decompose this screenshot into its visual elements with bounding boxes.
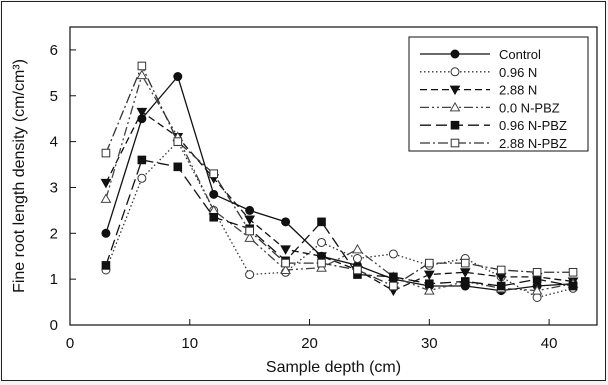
data-point	[423, 285, 435, 295]
data-point	[245, 270, 255, 280]
series-control	[101, 72, 578, 296]
legend-label: Control	[499, 47, 541, 62]
data-point	[281, 217, 291, 227]
y-tick-label: 3	[50, 179, 58, 196]
data-point	[532, 267, 542, 277]
data-point	[209, 169, 219, 179]
data-point	[136, 69, 148, 80]
y-tick-label: 4	[50, 134, 58, 151]
series-line	[105, 64, 574, 287]
series-line	[105, 73, 574, 292]
legend-marker	[450, 67, 460, 77]
axes: 0 10 20 30 40 0 1 2 3 4 5 6	[50, 42, 558, 352]
data-point	[173, 137, 183, 146]
data-point	[532, 292, 542, 302]
x-tick-label: 20	[301, 335, 318, 352]
data-point	[244, 232, 256, 242]
data-point	[137, 155, 147, 165]
data-point	[531, 285, 543, 295]
legend-label: 0.96 N	[499, 65, 537, 80]
x-tick-label: 0	[66, 335, 74, 352]
data-point	[101, 148, 111, 158]
legend: Control 0.96 N 2.88 N 0.0 N-PBZ 0.96 N-PBZ 2.…	[408, 36, 589, 152]
series-layer	[100, 61, 579, 302]
legend-label: 0.96 N-PBZ	[499, 118, 567, 133]
data-point	[244, 215, 256, 226]
legend-entry: Control	[420, 47, 541, 62]
y-tick-label: 6	[50, 42, 58, 59]
series-line	[105, 110, 574, 292]
data-point	[101, 261, 111, 270]
plot-frame	[69, 26, 598, 326]
data-point	[281, 258, 290, 268]
data-point	[100, 178, 112, 189]
data-point	[137, 61, 147, 71]
data-point	[173, 162, 183, 172]
series-line	[105, 159, 574, 287]
x-tick-label: 40	[541, 335, 558, 352]
data-point	[568, 267, 578, 277]
data-point	[245, 226, 254, 236]
legend-marker	[449, 101, 461, 112]
data-point	[389, 272, 398, 282]
data-point	[280, 264, 291, 274]
legend-marker	[450, 49, 460, 59]
legend-marker	[450, 120, 460, 130]
data-point	[425, 258, 434, 268]
data-point	[209, 189, 219, 199]
data-point	[173, 72, 183, 82]
x-axis-title: Sample depth (cm)	[266, 359, 401, 376]
series-2-88-n-pbz	[101, 61, 578, 291]
data-point	[460, 277, 470, 286]
data-point	[137, 173, 147, 183]
series-line	[105, 75, 574, 292]
y-tick-label: 5	[50, 88, 58, 105]
legend-entry: 0.96 N	[420, 65, 537, 80]
data-point	[496, 265, 506, 275]
data-point	[317, 217, 326, 227]
data-point	[101, 228, 111, 238]
data-point	[460, 258, 470, 268]
data-point	[568, 281, 578, 291]
legend-marker	[449, 85, 461, 96]
data-point	[389, 281, 398, 291]
x-tick-label: 30	[421, 335, 438, 352]
data-point	[496, 281, 506, 291]
data-point	[388, 249, 398, 259]
legend-label: 0.0 N-PBZ	[499, 100, 560, 115]
legend-entry: 0.0 N-PBZ	[420, 100, 560, 115]
data-point	[423, 270, 435, 281]
data-point	[317, 237, 327, 247]
x-tick-label: 10	[181, 335, 198, 352]
legend-label: 2.88 N-PBZ	[499, 136, 567, 151]
data-point	[352, 243, 363, 254]
legend-entry: 2.88 N	[420, 83, 537, 98]
data-point	[245, 205, 255, 215]
y-tick-label: 0	[50, 317, 58, 334]
legend-entry: 0.96 N-PBZ	[420, 118, 567, 133]
legend-marker	[450, 138, 460, 148]
data-point	[316, 252, 327, 262]
y-axis-title: Fine root length density (cm/cm³)	[11, 59, 28, 293]
plot-area	[69, 26, 598, 326]
data-point	[209, 212, 219, 222]
y-tick-label: 2	[50, 225, 58, 242]
data-point	[352, 254, 362, 264]
series-0-96-n-pbz	[101, 155, 578, 291]
legend-entry: 2.88 N-PBZ	[420, 136, 567, 151]
data-point	[353, 265, 362, 275]
legend-box	[408, 36, 589, 152]
data-point	[136, 107, 148, 118]
data-point	[280, 245, 291, 255]
data-point	[317, 258, 326, 268]
y-tick-label: 1	[50, 271, 58, 288]
legend-label: 2.88 N	[499, 83, 537, 98]
line-chart: 0 10 20 30 40 0 1 2 3 4 5 6 Sample depth (cm) Fine …	[11, 26, 598, 376]
data-point	[425, 279, 434, 289]
data-point	[100, 193, 112, 203]
data-point	[459, 268, 471, 278]
legend-entries: Control 0.96 N 2.88 N 0.0 N-PBZ 0.96 N-PBZ 2.…	[420, 47, 567, 151]
